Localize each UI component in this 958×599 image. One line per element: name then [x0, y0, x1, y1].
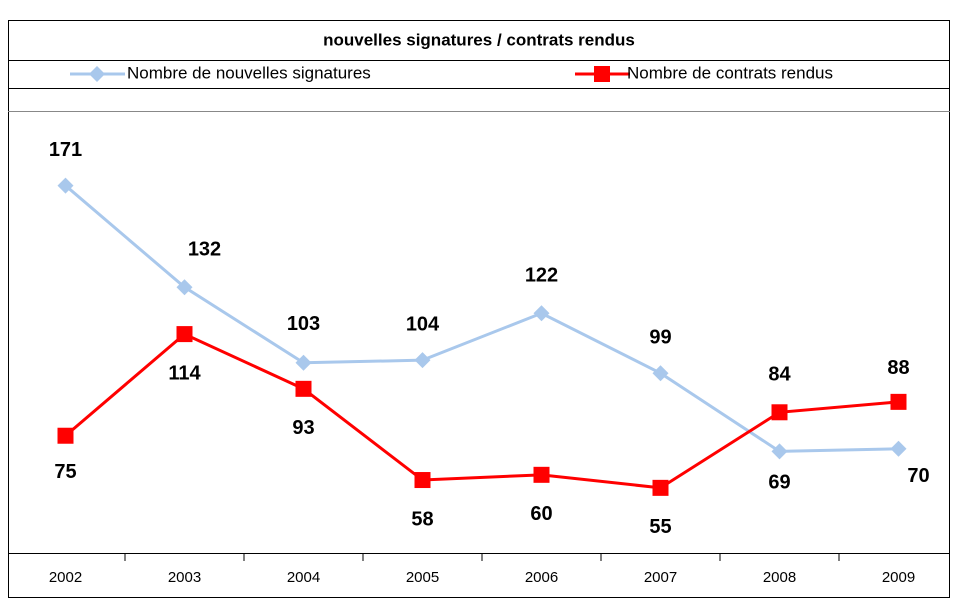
data-label: 70	[907, 465, 929, 487]
data-point	[771, 404, 788, 421]
data-label: 88	[887, 357, 909, 379]
data-point	[414, 352, 431, 369]
chart-frame	[8, 20, 950, 598]
data-label: 69	[768, 472, 790, 494]
data-point	[295, 380, 312, 397]
x-tick-label: 2007	[644, 569, 677, 586]
data-point	[890, 440, 907, 457]
data-point	[890, 393, 907, 410]
x-tick-label: 2009	[882, 569, 915, 586]
data-label: 99	[649, 326, 671, 348]
data-label: 171	[49, 139, 82, 161]
data-point	[57, 177, 74, 194]
data-label: 132	[188, 238, 221, 260]
data-point	[57, 427, 74, 444]
data-point	[533, 305, 550, 322]
data-label: 104	[406, 313, 440, 335]
data-point	[176, 326, 193, 343]
legend-marker	[89, 66, 105, 82]
data-label: 84	[768, 364, 791, 386]
x-tick-label: 2002	[49, 569, 82, 586]
x-tick-label: 2003	[168, 569, 201, 586]
chart-title: nouvelles signatures / contrats rendus	[323, 30, 635, 49]
data-label: 75	[54, 461, 76, 483]
data-point	[414, 472, 431, 489]
x-tick-label: 2004	[287, 569, 320, 586]
legend-label: Nombre de nouvelles signatures	[127, 63, 371, 82]
data-label: 55	[649, 516, 671, 538]
data-point	[652, 479, 669, 496]
data-point	[176, 279, 193, 296]
data-label: 114	[168, 362, 201, 384]
data-point	[652, 365, 669, 382]
series-line	[64, 332, 899, 490]
data-point	[533, 466, 550, 483]
data-label: 93	[292, 417, 314, 439]
data-label: 122	[525, 265, 558, 287]
data-label: 60	[530, 503, 552, 525]
data-point	[771, 443, 788, 460]
series-line	[64, 184, 899, 453]
legend-label: Nombre de contrats rendus	[627, 63, 833, 82]
x-tick-label: 2008	[763, 569, 796, 586]
data-label: 103	[287, 313, 320, 335]
legend-marker	[594, 66, 610, 82]
data-point	[295, 354, 312, 371]
x-tick-label: 2005	[406, 569, 439, 586]
data-label: 58	[411, 508, 433, 530]
x-tick-label: 2006	[525, 569, 558, 586]
